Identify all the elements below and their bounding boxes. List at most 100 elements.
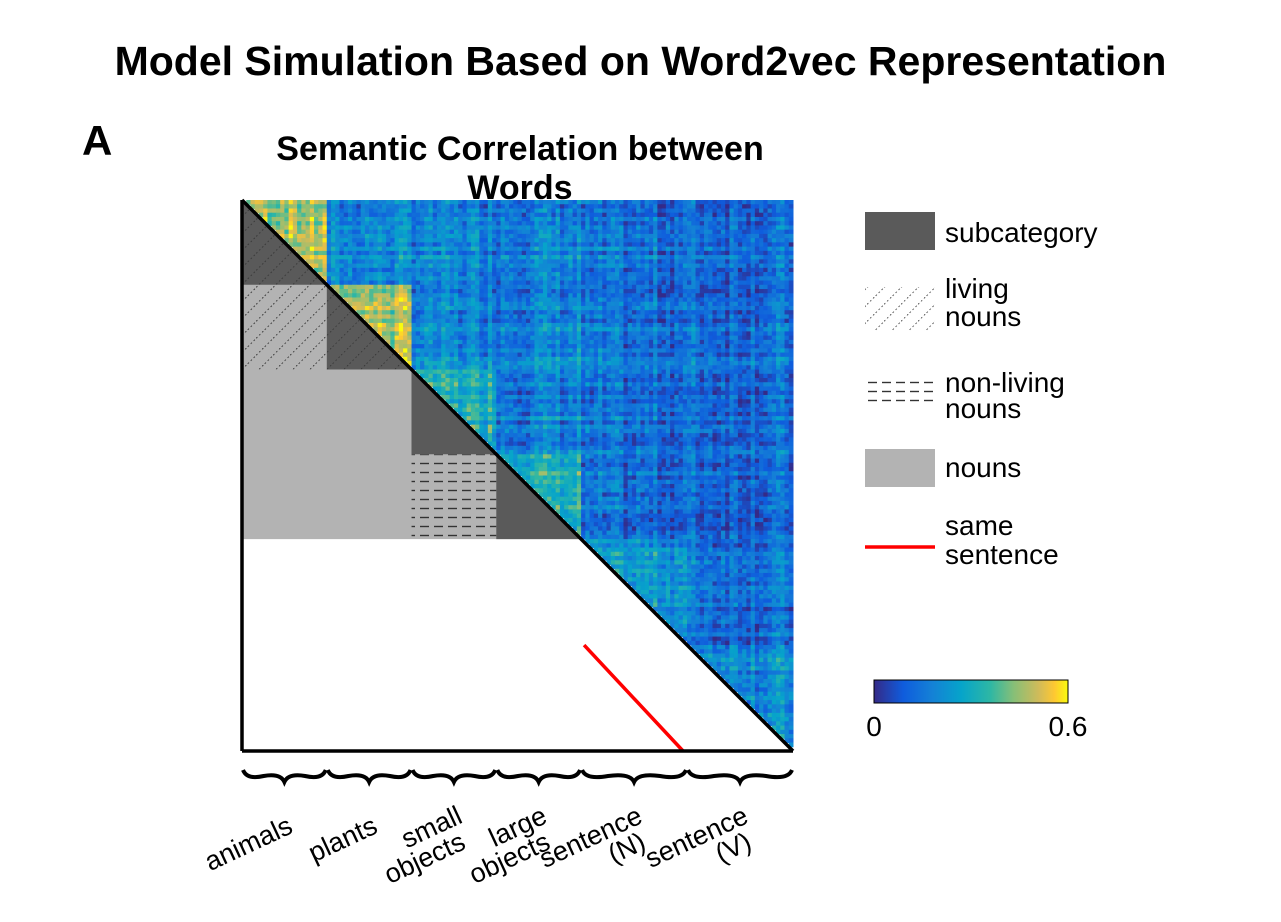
heatmap-cell bbox=[411, 284, 417, 290]
heatmap-cell bbox=[729, 216, 735, 222]
heatmap-cell bbox=[729, 259, 735, 265]
heatmap-cell bbox=[564, 373, 569, 379]
heatmap-cell bbox=[572, 280, 578, 286]
heatmap-cell bbox=[733, 356, 739, 362]
heatmap-cell bbox=[699, 225, 705, 231]
heatmap-cell bbox=[386, 305, 391, 311]
heatmap-cell bbox=[729, 250, 735, 256]
heatmap-cell bbox=[449, 369, 455, 375]
heatmap-cell bbox=[415, 284, 421, 290]
heatmap-cell bbox=[653, 255, 658, 260]
heatmap-cell bbox=[411, 310, 417, 315]
heatmap-cell bbox=[742, 250, 747, 256]
heatmap-cell bbox=[771, 365, 777, 371]
heatmap-cell bbox=[470, 382, 476, 387]
heatmap-cell bbox=[483, 272, 489, 277]
heatmap-cell bbox=[742, 331, 747, 337]
heatmap-cell bbox=[589, 297, 595, 303]
heatmap-cell bbox=[538, 339, 544, 345]
heatmap-cell bbox=[424, 301, 429, 307]
heatmap-cell bbox=[318, 221, 324, 226]
heatmap-cell bbox=[432, 212, 438, 218]
heatmap-cell bbox=[699, 314, 705, 320]
heatmap-cell bbox=[737, 322, 743, 328]
heatmap-cell bbox=[623, 382, 629, 387]
heatmap-cell bbox=[318, 233, 324, 239]
heatmap-cell bbox=[564, 221, 569, 226]
heatmap-cell bbox=[670, 301, 675, 307]
heatmap-cell bbox=[483, 246, 489, 252]
heatmap-cell bbox=[610, 238, 616, 243]
heatmap-cell bbox=[682, 344, 688, 349]
heatmap-cell bbox=[716, 255, 722, 260]
heatmap-cell bbox=[670, 305, 675, 311]
heatmap-cell bbox=[788, 305, 794, 311]
heatmap-cell bbox=[466, 382, 472, 387]
heatmap-cell bbox=[432, 221, 438, 226]
heatmap-cell bbox=[780, 204, 786, 209]
heatmap-cell bbox=[525, 255, 531, 260]
heatmap-cell bbox=[589, 204, 595, 209]
heatmap-cell bbox=[750, 344, 756, 349]
heatmap-cell bbox=[759, 212, 764, 218]
heatmap-cell bbox=[534, 305, 540, 311]
heatmap-cell bbox=[564, 331, 569, 337]
heatmap-cell bbox=[411, 335, 417, 341]
heatmap-cell bbox=[407, 305, 413, 311]
heatmap-cell bbox=[754, 335, 760, 341]
heatmap-cell bbox=[504, 361, 510, 366]
heatmap-cell bbox=[644, 314, 650, 320]
heatmap-cell bbox=[763, 284, 769, 290]
heatmap-cell bbox=[288, 221, 294, 226]
heatmap-cell bbox=[585, 394, 591, 400]
heatmap-cell bbox=[585, 280, 591, 286]
heatmap-cell bbox=[733, 386, 739, 392]
heatmap-cell bbox=[708, 238, 713, 243]
heatmap-cell bbox=[475, 352, 480, 358]
heatmap-cell bbox=[394, 310, 400, 315]
heatmap-cell bbox=[301, 204, 307, 209]
heatmap-cell bbox=[657, 361, 663, 366]
heatmap-cell bbox=[661, 310, 667, 315]
heatmap-cell bbox=[530, 238, 535, 243]
heatmap-cell bbox=[644, 272, 650, 277]
heatmap-cell bbox=[538, 233, 544, 239]
heatmap-cell bbox=[619, 335, 624, 341]
heatmap-cell bbox=[742, 212, 747, 218]
heatmap-cell bbox=[538, 238, 544, 243]
heatmap-cell bbox=[462, 212, 468, 218]
heatmap-cell bbox=[636, 352, 641, 358]
heatmap-cell bbox=[534, 301, 540, 307]
heatmap-cell bbox=[737, 297, 743, 303]
heatmap-cell bbox=[780, 394, 786, 400]
heatmap-cell bbox=[619, 233, 624, 239]
heatmap-cell bbox=[487, 263, 493, 269]
heatmap-cell bbox=[470, 394, 476, 400]
heatmap-cell bbox=[742, 318, 747, 324]
heatmap-cell bbox=[271, 208, 277, 214]
heatmap-cell bbox=[420, 361, 425, 366]
heatmap-cell bbox=[644, 335, 650, 341]
heatmap-cell bbox=[670, 221, 675, 226]
heatmap-cell bbox=[326, 276, 332, 282]
heatmap-cell bbox=[678, 284, 684, 290]
heatmap-cell bbox=[640, 382, 646, 387]
heatmap-cell bbox=[610, 229, 616, 235]
heatmap-cell bbox=[381, 284, 387, 290]
heatmap-cell bbox=[305, 216, 311, 222]
heatmap-cell bbox=[475, 348, 480, 354]
heatmap-cell bbox=[776, 225, 781, 231]
heatmap-cell bbox=[763, 200, 769, 205]
heatmap-cell bbox=[589, 348, 595, 354]
heatmap-cell bbox=[593, 378, 599, 383]
heatmap-cell bbox=[678, 267, 684, 273]
heatmap-cell bbox=[627, 314, 633, 320]
heatmap-cell bbox=[547, 276, 552, 282]
heatmap-cell bbox=[542, 216, 548, 222]
heatmap-cell bbox=[712, 322, 718, 328]
heatmap-cell bbox=[487, 361, 493, 366]
heatmap-cell bbox=[788, 386, 794, 392]
heatmap-cell bbox=[517, 322, 523, 328]
heatmap-cell bbox=[665, 272, 671, 277]
heatmap-cell bbox=[725, 335, 730, 341]
